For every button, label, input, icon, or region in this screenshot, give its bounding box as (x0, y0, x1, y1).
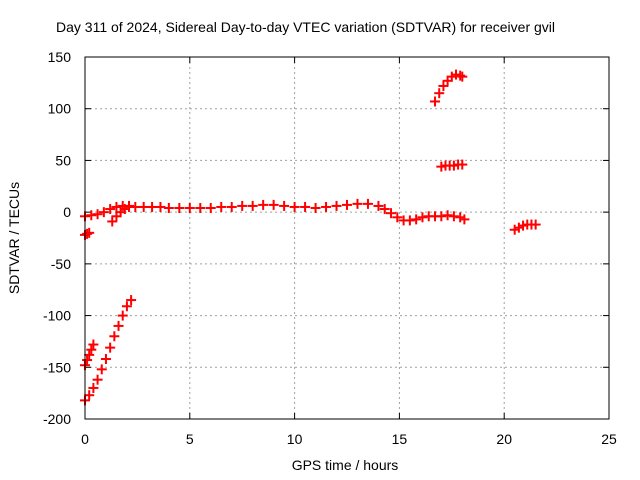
x-tick-label: 15 (392, 431, 408, 447)
data-point (113, 320, 124, 331)
data-point (111, 201, 122, 212)
data-point (310, 203, 321, 214)
data-point (457, 71, 468, 82)
x-tick-label: 20 (496, 431, 512, 447)
data-point (84, 390, 95, 401)
data-point (155, 201, 166, 212)
data-point (88, 382, 99, 393)
data-point (342, 199, 352, 210)
data-point (184, 203, 195, 214)
y-tick-label: 150 (48, 49, 72, 65)
data-point (268, 199, 279, 210)
y-tick-label: -50 (51, 256, 71, 272)
data-point (411, 214, 422, 225)
data-point (105, 204, 116, 215)
data-point (124, 201, 135, 212)
data-point (459, 214, 470, 225)
y-axis-label: SDTVAR / TECUs (6, 182, 22, 294)
data-point (442, 75, 453, 86)
chart-title: Day 311 of 2024, Sidereal Day-to-day VTE… (56, 19, 555, 35)
data-point (404, 215, 415, 226)
data-point (107, 216, 118, 227)
data-point (518, 220, 529, 231)
data-point (147, 201, 158, 212)
data-point (109, 331, 120, 342)
y-tick-label: -100 (43, 308, 71, 324)
data-point (86, 210, 97, 221)
data-point (121, 301, 132, 312)
data-point (300, 201, 311, 212)
data-point (237, 200, 248, 211)
data-point (373, 200, 384, 211)
data-point (442, 210, 453, 221)
data-point (216, 201, 227, 212)
x-tick-label: 25 (601, 431, 617, 447)
data-point (331, 200, 342, 211)
y-tick-label: -150 (43, 359, 71, 375)
x-tick-label: 5 (186, 431, 194, 447)
data-point (530, 219, 541, 230)
data-point (174, 203, 185, 214)
data-point (100, 354, 111, 365)
data-point (82, 355, 93, 366)
data-point (98, 207, 109, 218)
data-point (379, 204, 390, 215)
data-point (352, 198, 363, 209)
data-point (92, 209, 103, 220)
data-point (436, 211, 447, 222)
data-point (205, 203, 216, 214)
axis-ticks: 0 5 10 15 20 25 -200 -150 -100 -50 0 50 100 150 (43, 49, 617, 447)
data-point (448, 211, 459, 222)
data-point (163, 203, 174, 214)
gridlines (85, 57, 609, 419)
data-point (430, 96, 441, 107)
data-point (92, 374, 103, 385)
x-axis-label: GPS time / hours (292, 457, 399, 473)
y-tick-label: 100 (48, 101, 72, 117)
data-point (96, 364, 107, 375)
data-point (434, 88, 445, 99)
data-point (88, 339, 99, 350)
data-point (117, 310, 128, 321)
plot-frame (84, 56, 610, 420)
data-point (450, 69, 461, 80)
data-point (457, 159, 468, 170)
y-tick-label: -200 (43, 411, 71, 427)
y-tick-label: 0 (63, 204, 71, 220)
data-point (321, 201, 332, 212)
data-point (84, 349, 95, 360)
y-tick-label: 50 (55, 152, 71, 168)
data-point (362, 198, 373, 209)
data-point (438, 80, 449, 91)
data-point (86, 344, 97, 355)
data-point (226, 201, 237, 212)
data-point (105, 342, 116, 353)
data-point (126, 295, 137, 306)
x-tick-label: 0 (81, 431, 89, 447)
data-point (279, 200, 290, 211)
data-point (258, 199, 269, 210)
data-point (84, 227, 95, 238)
data-point (436, 161, 447, 172)
data-points (80, 69, 541, 406)
data-point (111, 211, 122, 222)
data-point (195, 203, 206, 214)
data-point (448, 160, 459, 171)
x-tick-label: 10 (287, 431, 303, 447)
data-point (386, 208, 397, 219)
data-point (392, 212, 403, 223)
data-point (247, 200, 258, 211)
data-point (289, 201, 300, 212)
data-point (138, 201, 149, 212)
data-point (417, 212, 428, 223)
